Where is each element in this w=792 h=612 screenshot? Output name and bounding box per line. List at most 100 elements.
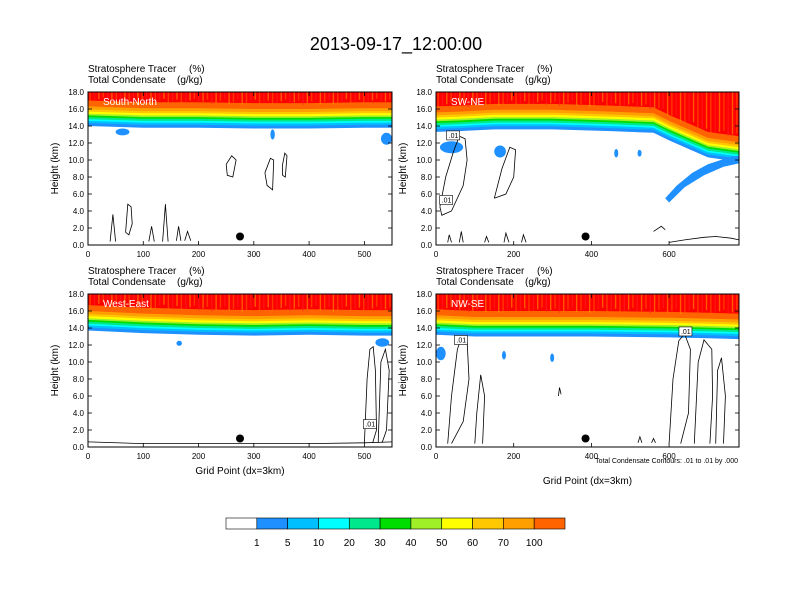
y-tick-label: 4.0 bbox=[421, 207, 433, 216]
colorbar-box bbox=[318, 517, 350, 530]
tracer-blob bbox=[501, 350, 506, 360]
panel-west-east: .01 West-East Stratosphere Tracer (%) Total … bbox=[50, 266, 393, 477]
panel-title-tracer: Stratosphere Tracer bbox=[436, 64, 525, 75]
panel-units-condensate: (g/kg) bbox=[177, 75, 203, 86]
colorbar-box bbox=[348, 517, 381, 530]
y-tick-label: 8.0 bbox=[421, 173, 433, 182]
y-tick-label: 4.0 bbox=[73, 207, 85, 216]
y-tick-label: 12.0 bbox=[416, 341, 432, 350]
site-marker bbox=[581, 434, 590, 443]
x-tick-label: 100 bbox=[137, 452, 151, 461]
y-tick-label: 14.0 bbox=[416, 122, 432, 131]
tracer-blob bbox=[614, 148, 619, 158]
x-tick-label: 400 bbox=[585, 452, 599, 461]
condensate-contour bbox=[447, 234, 452, 243]
main-title: 2013-09-17_12:00:00 bbox=[310, 34, 482, 55]
contour-label-text: .01 bbox=[456, 337, 466, 344]
tracer-streaks bbox=[89, 92, 391, 105]
x-tick-label: 200 bbox=[507, 250, 521, 259]
x-tick-label: 100 bbox=[137, 250, 151, 259]
x-tick-label: 600 bbox=[662, 452, 676, 461]
panel-units-tracer: (%) bbox=[537, 266, 553, 277]
plot-area: .01 .01 bbox=[436, 92, 739, 245]
y-tick-label: 12.0 bbox=[68, 139, 84, 148]
contour-label: .01 bbox=[454, 335, 468, 345]
colorbar-box bbox=[225, 517, 258, 530]
colorbar-label: 50 bbox=[436, 538, 448, 549]
panel-units-condensate: (g/kg) bbox=[525, 277, 551, 288]
contour-label-text: .01 bbox=[449, 133, 459, 140]
y-tick-label: 16.0 bbox=[416, 105, 432, 114]
y-axis-label: Height (km) bbox=[398, 345, 409, 397]
condensate-contour bbox=[109, 214, 116, 242]
panel-sw-ne: .01 .01 SW-NE Stratosphere Tracer (%) Total C… bbox=[398, 64, 740, 259]
contour-label-text: .01 bbox=[442, 198, 452, 205]
colorbar-box bbox=[441, 517, 473, 530]
y-tick-label: 16.0 bbox=[68, 105, 84, 114]
panel-south-north: South-North Stratosphere Tracer (%) Total C… bbox=[50, 64, 393, 259]
y-tick-label: 4.0 bbox=[73, 409, 85, 418]
y-tick-label: 10.0 bbox=[416, 358, 432, 367]
condensate-contour bbox=[439, 135, 468, 216]
contour-label-box bbox=[678, 326, 693, 337]
x-tick-label: 0 bbox=[86, 452, 91, 461]
condensate-contour bbox=[148, 226, 155, 242]
y-tick-label: 16.0 bbox=[416, 307, 432, 316]
colorbar-box bbox=[410, 517, 443, 530]
panel-title-tracer: Stratosphere Tracer bbox=[88, 64, 177, 75]
panel-units-tracer: (%) bbox=[189, 64, 205, 75]
tracer-blob bbox=[270, 129, 275, 140]
y-tick-label: 18.0 bbox=[68, 290, 84, 299]
y-tick-label: 12.0 bbox=[68, 341, 84, 350]
x-tick-label: 400 bbox=[302, 452, 316, 461]
x-tick-label: 200 bbox=[192, 250, 206, 259]
y-tick-label: 4.0 bbox=[421, 409, 433, 418]
x-axis-label: Grid Point (dx=3km) bbox=[195, 466, 284, 477]
colorbar-label: 30 bbox=[375, 538, 387, 549]
contour-label: .01 bbox=[363, 419, 377, 429]
tracer-blob bbox=[439, 141, 464, 154]
condensate-contour bbox=[503, 231, 510, 243]
y-tick-label: 6.0 bbox=[421, 392, 433, 401]
site-marker bbox=[236, 434, 244, 443]
panel-units-condensate: (g/kg) bbox=[177, 277, 203, 288]
contour-label: .01 bbox=[678, 326, 693, 337]
y-axis-label: Height (km) bbox=[398, 143, 409, 195]
panel-title-tracer: Stratosphere Tracer bbox=[436, 266, 525, 277]
y-tick-label: 2.0 bbox=[73, 426, 85, 435]
panel-title-condensate: Total Condensate bbox=[436, 75, 514, 86]
y-tick-label: 0.0 bbox=[73, 443, 85, 452]
contour-label-box bbox=[363, 419, 377, 429]
condensate-contour bbox=[458, 231, 464, 243]
colorbar-label: 40 bbox=[405, 538, 417, 549]
panel-tag: NW-SE bbox=[451, 299, 484, 310]
colorbar-label: 10 bbox=[313, 538, 325, 549]
plot-area bbox=[88, 92, 392, 245]
panel-tag: South-North bbox=[103, 97, 157, 108]
colorbar-label: 1 bbox=[254, 538, 260, 549]
condensate-contour bbox=[693, 339, 714, 444]
x-tick-label: 0 bbox=[434, 452, 439, 461]
x-tick-label: 200 bbox=[507, 452, 521, 461]
y-tick-label: 18.0 bbox=[416, 88, 432, 97]
x-tick-label: 400 bbox=[302, 250, 316, 259]
x-axis-label: Grid Point (dx=3km) bbox=[543, 476, 632, 487]
x-tick-label: 300 bbox=[247, 250, 261, 259]
y-tick-label: 8.0 bbox=[421, 375, 433, 384]
y-tick-label: 18.0 bbox=[416, 290, 432, 299]
panel-frame bbox=[87, 293, 393, 448]
condensate-contour bbox=[669, 236, 739, 243]
colorbar-box bbox=[379, 517, 412, 530]
panel-tag: West-East bbox=[103, 299, 149, 310]
panel-units-tracer: (%) bbox=[189, 266, 205, 277]
tracer-streaks bbox=[89, 294, 391, 312]
contour-label: .01 bbox=[446, 130, 460, 141]
colorbar-label: 5 bbox=[285, 538, 291, 549]
x-tick-label: 400 bbox=[585, 250, 599, 259]
tracer-blob bbox=[375, 338, 390, 347]
x-tick-label: 0 bbox=[434, 250, 439, 259]
y-tick-label: 10.0 bbox=[416, 156, 432, 165]
condensate-contour bbox=[282, 152, 288, 178]
y-tick-label: 14.0 bbox=[416, 324, 432, 333]
